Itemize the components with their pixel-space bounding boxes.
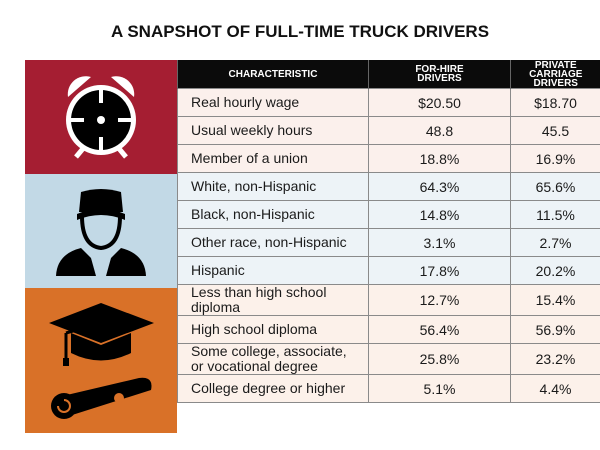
cell-characteristic: White, non-Hispanic: [177, 172, 369, 201]
cell-private-carriage: 65.6%: [510, 172, 600, 201]
cell-for-hire: 25.8%: [368, 343, 511, 375]
table-row: Member of a union 18.8% 16.9%: [177, 144, 600, 173]
cell-for-hire: 56.4%: [368, 315, 511, 344]
table-row: Usual weekly hours 48.8 45.5: [177, 116, 600, 145]
cell-private-carriage: 56.9%: [510, 315, 600, 344]
cell-for-hire: 48.8: [368, 116, 511, 145]
header-characteristic: CHARACTERISTIC: [177, 60, 369, 89]
cell-characteristic: Other race, non-Hispanic: [177, 228, 369, 257]
cell-private-carriage: 23.2%: [510, 343, 600, 375]
table-row: Some college, associate, or vocational d…: [177, 343, 600, 375]
graduation-cap-diploma-icon: [48, 303, 154, 419]
cell-for-hire: $20.50: [368, 88, 511, 117]
truck-driver-table: CHARACTERISTIC FOR-HIRE DRIVERS PRIVATE CA…: [177, 60, 600, 403]
cell-private-carriage: 4.4%: [510, 374, 600, 403]
cell-private-carriage: 45.5: [510, 116, 600, 145]
cell-for-hire: 18.8%: [368, 144, 511, 173]
cell-private-carriage: 2.7%: [510, 228, 600, 257]
header-private-carriage: PRIVATE CARRIAGE DRIVERS: [510, 60, 600, 89]
table-row: Other race, non-Hispanic 3.1% 2.7%: [177, 228, 600, 257]
table-row: College degree or higher 5.1% 4.4%: [177, 374, 600, 403]
cell-for-hire: 17.8%: [368, 256, 511, 285]
table-row: Real hourly wage $20.50 $18.70: [177, 88, 600, 117]
group-education: [25, 288, 177, 433]
header-row: CHARACTERISTIC FOR-HIRE DRIVERS PRIVATE CA…: [177, 60, 600, 89]
cell-private-carriage: 16.9%: [510, 144, 600, 173]
page-title: A SNAPSHOT OF FULL-TIME TRUCK DRIVERS: [110, 22, 490, 41]
table-row: Hispanic 17.8% 20.2%: [177, 256, 600, 285]
alarm-clock-icon: [66, 76, 136, 159]
table-row: High school diploma 56.4% 56.9%: [177, 315, 600, 344]
cell-private-carriage: 11.5%: [510, 200, 600, 229]
cell-characteristic: Some college, associate, or vocational d…: [177, 343, 369, 375]
cell-for-hire: 14.8%: [368, 200, 511, 229]
cell-private-carriage: 20.2%: [510, 256, 600, 285]
cell-private-carriage: 15.4%: [510, 284, 600, 316]
cell-for-hire: 64.3%: [368, 172, 511, 201]
group-demographics: [25, 174, 177, 288]
cell-characteristic: High school diploma: [177, 315, 369, 344]
driver-person-icon: [56, 188, 146, 276]
group-work-conditions: [25, 60, 177, 174]
table-row: Black, non-Hispanic 14.8% 11.5%: [177, 200, 600, 229]
cell-characteristic: Less than high school diploma: [177, 284, 369, 316]
cell-characteristic: Hispanic: [177, 256, 369, 285]
cell-for-hire: 12.7%: [368, 284, 511, 316]
cell-for-hire: 5.1%: [368, 374, 511, 403]
cell-private-carriage: $18.70: [510, 88, 600, 117]
cell-characteristic: Real hourly wage: [177, 88, 369, 117]
table-row: Less than high school diploma 12.7% 15.4%: [177, 284, 600, 316]
cell-characteristic: Member of a union: [177, 144, 369, 173]
cell-characteristic: Black, non-Hispanic: [177, 200, 369, 229]
cell-characteristic: College degree or higher: [177, 374, 369, 403]
table-row: White, non-Hispanic 64.3% 65.6%: [177, 172, 600, 201]
cell-characteristic: Usual weekly hours: [177, 116, 369, 145]
cell-for-hire: 3.1%: [368, 228, 511, 257]
header-for-hire: FOR-HIRE DRIVERS: [368, 60, 511, 89]
